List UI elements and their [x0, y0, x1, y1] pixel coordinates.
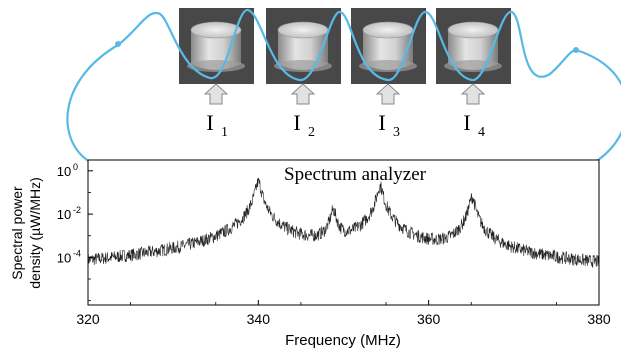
current-arrows [203, 83, 486, 105]
pillar-image-1 [179, 8, 254, 84]
x-tick-label: 340 [247, 311, 271, 327]
y-axis-label-line-2: density (µW/MHz) [27, 177, 43, 289]
current-arrow-2 [290, 83, 316, 105]
pillar-image-3 [351, 8, 426, 84]
y-tick-label-exponent: 0 [73, 162, 78, 172]
x-axis-label: Frequency (MHz) [285, 332, 401, 349]
y-tick-label: 10 [57, 164, 71, 179]
current-label-3: I [378, 110, 385, 135]
x-tick-label: 360 [417, 311, 441, 327]
y-tick-label-exponent: -4 [73, 248, 81, 258]
y-tick-label: 10 [57, 250, 71, 265]
spectrum-series-line [87, 177, 600, 268]
wire-junction-right [573, 47, 579, 53]
pillar-image-4 [436, 8, 511, 84]
current-label-2: I [293, 110, 300, 135]
x-tick-label: 380 [587, 311, 611, 327]
current-arrow-3 [375, 83, 401, 105]
x-tick-label: 320 [76, 311, 100, 327]
wire-circuit [66, 8, 621, 164]
y-tick-label-exponent: -2 [73, 205, 81, 215]
y-tick-label: 10 [57, 207, 71, 222]
wire-path [66, 8, 621, 164]
current-label-2-subscript: 2 [308, 125, 315, 140]
current-arrow-4 [460, 83, 486, 105]
x-axis-ticks: 320 340 360 380 [76, 300, 611, 327]
chart-title: Spectrum analyzer [284, 164, 427, 185]
y-axis-label-line-1: Spectral power [9, 186, 25, 280]
current-label-4-subscript: 4 [478, 125, 485, 140]
wire-junction-left [115, 41, 121, 47]
plot-frame [87, 159, 600, 306]
current-label-3-subscript: 3 [393, 125, 400, 140]
current-arrow-1 [203, 83, 229, 105]
current-label-4: I [463, 110, 470, 135]
current-label-1-subscript: 1 [221, 125, 228, 140]
pillar-image-2 [266, 8, 341, 84]
pillar-images [179, 8, 511, 84]
current-label-1: I [206, 110, 213, 135]
